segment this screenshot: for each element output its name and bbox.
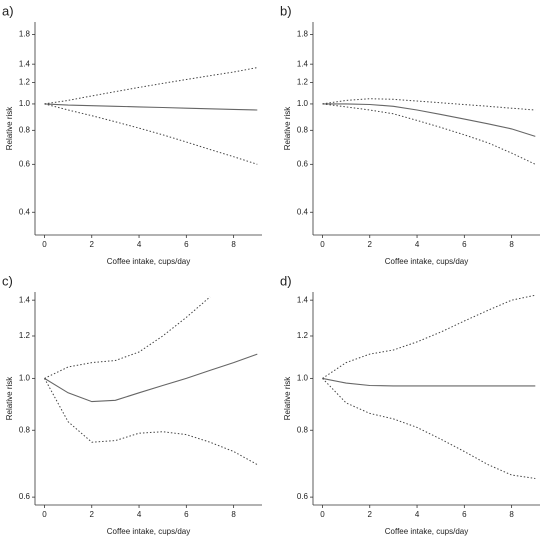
curve [322, 98, 536, 111]
y-tick-label: 1.8 [297, 30, 309, 39]
x-tick-label: 0 [42, 510, 47, 519]
y-tick-label: 0.8 [19, 125, 31, 134]
panel: b) 0.4 0.6 0.8 1.0 1.2 1.4 1.8 0 2 4 6 8 Coffee intak… [280, 3, 540, 266]
x-tick-label: 6 [462, 240, 467, 249]
y-tick-label: 0.6 [19, 159, 31, 168]
panel: c) 0.6 0.8 1.0 1.2 1.4 0 2 4 6 8 Coffee intake, cup… [2, 273, 262, 536]
y-tick-label: 1.2 [297, 77, 309, 86]
x-tick-label: 2 [90, 510, 95, 519]
panel-label: c) [2, 273, 13, 288]
x-tick-label: 6 [184, 240, 189, 249]
y-axis-label: Relative risk [5, 376, 14, 421]
y-tick-label: 1.4 [19, 295, 31, 304]
y-axis-label: Relative risk [5, 106, 14, 151]
y-tick-label: 0.4 [297, 207, 309, 216]
y-tick-label: 0.8 [297, 425, 309, 434]
panel: a) 0.4 0.6 0.8 1.0 1.2 1.4 1.8 0 2 4 6 8 Coffee intak… [2, 3, 262, 266]
x-tick-label: 0 [42, 240, 47, 249]
curve [44, 353, 258, 403]
y-tick-label: 1.4 [19, 59, 31, 68]
y-tick-label: 0.8 [19, 425, 31, 434]
x-tick-label: 8 [231, 510, 236, 519]
x-axis-label: Coffee intake, cups/day [385, 527, 468, 536]
curve [322, 294, 536, 379]
curve [322, 103, 536, 137]
x-tick-label: 8 [231, 240, 236, 249]
x-tick-label: 2 [368, 240, 373, 249]
y-tick-label: 0.6 [297, 492, 309, 501]
y-tick-label: 0.4 [19, 207, 31, 216]
curve [44, 67, 258, 105]
panel-label: b) [280, 3, 292, 18]
panel-label: d) [280, 273, 292, 288]
y-tick-label: 1.0 [297, 373, 309, 382]
y-tick-label: 1.2 [19, 77, 31, 86]
x-tick-label: 8 [509, 240, 514, 249]
curve [44, 378, 258, 466]
curve [322, 378, 536, 479]
x-axis-label: Coffee intake, cups/day [107, 527, 190, 536]
y-tick-label: 1.0 [19, 99, 31, 108]
curve [44, 296, 211, 379]
curve [322, 103, 536, 165]
curve [44, 103, 258, 111]
x-tick-label: 2 [368, 510, 373, 519]
x-tick-label: 4 [137, 240, 142, 249]
x-tick-label: 0 [320, 510, 325, 519]
y-tick-label: 0.6 [297, 159, 309, 168]
y-tick-label: 0.6 [19, 492, 31, 501]
y-tick-label: 1.0 [19, 373, 31, 382]
x-tick-label: 6 [462, 510, 467, 519]
x-tick-label: 4 [415, 240, 420, 249]
curve [322, 377, 536, 387]
y-tick-label: 1.2 [19, 331, 31, 340]
y-tick-label: 1.4 [297, 59, 309, 68]
curve [44, 103, 258, 165]
panel-label: a) [2, 3, 14, 18]
x-tick-label: 2 [90, 240, 95, 249]
x-tick-label: 4 [415, 510, 420, 519]
x-tick-label: 0 [320, 240, 325, 249]
y-tick-label: 0.8 [297, 125, 309, 134]
y-tick-label: 1.0 [297, 99, 309, 108]
y-tick-label: 1.8 [19, 30, 31, 39]
y-axis-label: Relative risk [283, 376, 292, 421]
x-axis-label: Coffee intake, cups/day [385, 257, 468, 266]
x-tick-label: 8 [509, 510, 514, 519]
y-tick-label: 1.4 [297, 295, 309, 304]
x-axis-label: Coffee intake, cups/day [107, 257, 190, 266]
x-tick-label: 4 [137, 510, 142, 519]
x-tick-label: 6 [184, 510, 189, 519]
y-tick-label: 1.2 [297, 331, 309, 340]
panel: d) 0.6 0.8 1.0 1.2 1.4 0 2 4 6 8 Coffee intake, cup… [280, 273, 540, 536]
y-axis-label: Relative risk [283, 106, 292, 151]
